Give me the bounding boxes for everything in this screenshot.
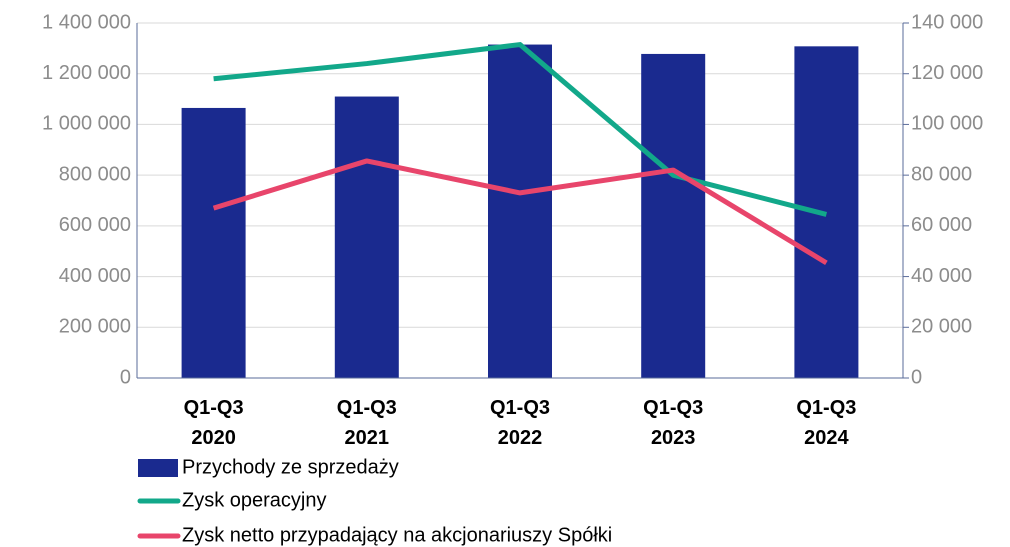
- y-tick-label: 0: [120, 366, 131, 388]
- y2-tick-label: 120 000: [911, 62, 983, 84]
- y2-tick-label: 80 000: [911, 163, 972, 185]
- bar: [334, 96, 399, 379]
- x-tick-label: Q1-Q3 2024: [796, 397, 857, 449]
- line: [213, 42, 828, 217]
- legend-label: Przychody ze sprzedaży: [182, 456, 399, 478]
- legend-swatch: [138, 459, 178, 477]
- legend-label: Zysk netto przypadający na akcjonariuszy…: [182, 524, 612, 546]
- y-tick-label: 800 000: [59, 163, 131, 185]
- y2-tick-label: 40 000: [911, 265, 972, 287]
- x-tick-label: Q1-Q3 2023: [643, 397, 704, 449]
- y-tick-label: 1 200 000: [42, 62, 131, 84]
- y-tick-label: 400 000: [59, 265, 131, 287]
- y-tick-label: 1 000 000: [42, 113, 131, 135]
- x-tick-label: Q1-Q3 2021: [336, 397, 397, 449]
- bar: [181, 107, 246, 379]
- y2-tick-label: 60 000: [911, 214, 972, 236]
- y2-tick-label: 0: [911, 366, 922, 388]
- y2-tick-label: 140 000: [911, 11, 983, 33]
- legend-label: Zysk operacyjny: [182, 489, 327, 511]
- line: [212, 158, 828, 266]
- y2-tick-label: 100 000: [911, 113, 983, 135]
- y-tick-label: 1 400 000: [42, 11, 131, 33]
- y2-tick-label: 20 000: [911, 316, 972, 338]
- x-tick-label: Q1-Q3 2022: [489, 397, 551, 449]
- x-tick-label: Q1-Q3 2020: [183, 397, 244, 449]
- bar: [488, 44, 552, 379]
- y-tick-label: 600 000: [59, 214, 131, 236]
- bar: [641, 53, 706, 378]
- y-tick-label: 200 000: [59, 316, 131, 338]
